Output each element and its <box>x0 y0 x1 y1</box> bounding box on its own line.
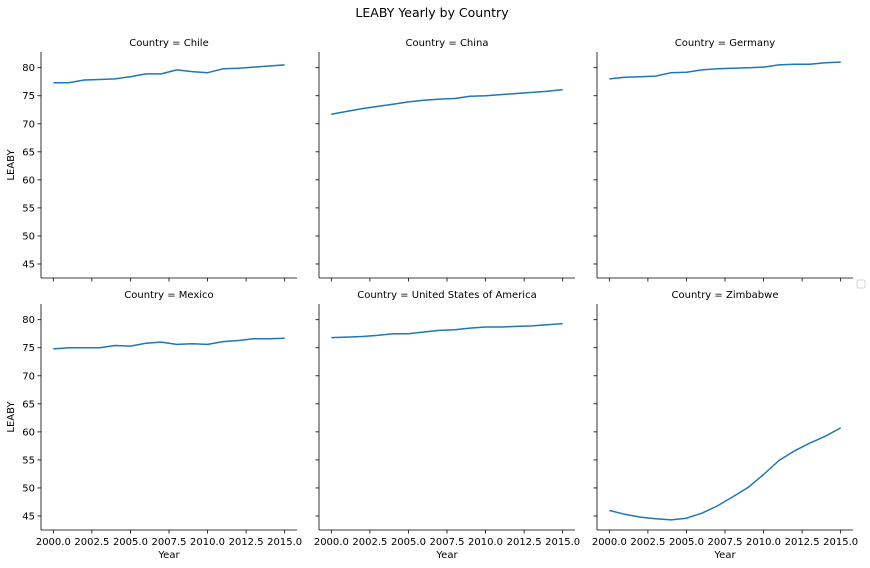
facet-panel: Country = United States of America 2000.0… <box>314 290 580 561</box>
x-tick-label: 2015.0 <box>267 537 302 548</box>
facet-panel: Country = Germany <box>593 38 853 282</box>
y-tick-label: 50 <box>22 483 35 494</box>
y-tick-label: 80 <box>22 315 35 326</box>
facet-panel: Country = Chile 45 50 55 60 65 70 75 80 LEABY <box>6 38 297 282</box>
series-line <box>53 337 285 350</box>
y-tick-label: 60 <box>22 427 35 438</box>
x-tick-label: 2005.0 <box>669 537 704 548</box>
series-line <box>53 64 285 84</box>
x-axis-label: Year <box>157 550 180 561</box>
facet-title: Country = China <box>405 38 488 49</box>
facet-panel: Country = China <box>315 38 575 282</box>
y-tick-label: 80 <box>22 63 35 74</box>
x-tick-label: 2002.5 <box>352 537 387 548</box>
y-tick-label: 65 <box>22 399 35 410</box>
y-tick-label: 70 <box>22 371 35 382</box>
y-tick-label: 60 <box>22 175 35 186</box>
x-tick-label: 2015.0 <box>545 537 580 548</box>
series-line <box>331 88 563 115</box>
x-tick-label: 2007.5 <box>152 537 187 548</box>
x-tick-label: 2005.0 <box>391 537 426 548</box>
y-axis-label: LEABY <box>6 149 17 181</box>
facet-grid: Country = Chile4550556065707580LEABYCoun… <box>6 38 858 561</box>
y-tick-label: 50 <box>22 231 35 242</box>
y-tick-label: 45 <box>22 259 35 270</box>
facet-title: Country = Zimbabwe <box>672 290 779 301</box>
x-tick-label: 2007.5 <box>430 537 465 548</box>
x-tick-label: 2012.5 <box>229 537 264 548</box>
x-tick-label: 2005.0 <box>113 537 148 548</box>
series-line <box>609 61 841 80</box>
x-tick-label: 2012.5 <box>785 537 820 548</box>
facet-title: Country = Mexico <box>124 290 213 301</box>
series-line <box>331 322 563 339</box>
y-tick-label: 45 <box>22 511 35 522</box>
x-tick-label: 2010.0 <box>746 537 781 548</box>
empty-legend-box <box>856 279 866 289</box>
x-tick-label: 2012.5 <box>507 537 542 548</box>
facet-title: Country = Germany <box>675 38 776 49</box>
x-axis-label: Year <box>435 550 458 561</box>
y-tick-label: 70 <box>22 119 35 130</box>
y-tick-label: 75 <box>22 91 35 102</box>
chart-title: LEABY Yearly by Country <box>355 5 509 20</box>
x-tick-label: 2002.5 <box>630 537 665 548</box>
x-tick-label: 2000.0 <box>592 537 627 548</box>
y-axis-label: LEABY <box>6 401 17 433</box>
x-tick-label: 2007.5 <box>708 537 743 548</box>
facet-panel: Country = Zimbabwe 2000.0 2002.5 2005.0 2007… <box>592 290 858 561</box>
y-tick-label: 65 <box>22 147 35 158</box>
x-tick-label: 2000.0 <box>36 537 71 548</box>
facet-title: Country = United States of America <box>357 290 536 301</box>
x-tick-label: 2002.5 <box>74 537 109 548</box>
series-line <box>609 427 842 521</box>
facet-title: Country = Chile <box>129 38 209 49</box>
x-tick-label: 2015.0 <box>823 537 858 548</box>
y-tick-label: 55 <box>22 455 35 466</box>
x-tick-label: 2000.0 <box>314 537 349 548</box>
y-tick-label: 55 <box>22 203 35 214</box>
x-tick-label: 2010.0 <box>190 537 225 548</box>
x-axis-label: Year <box>713 550 736 561</box>
x-tick-label: 2010.0 <box>468 537 503 548</box>
y-tick-label: 75 <box>22 343 35 354</box>
